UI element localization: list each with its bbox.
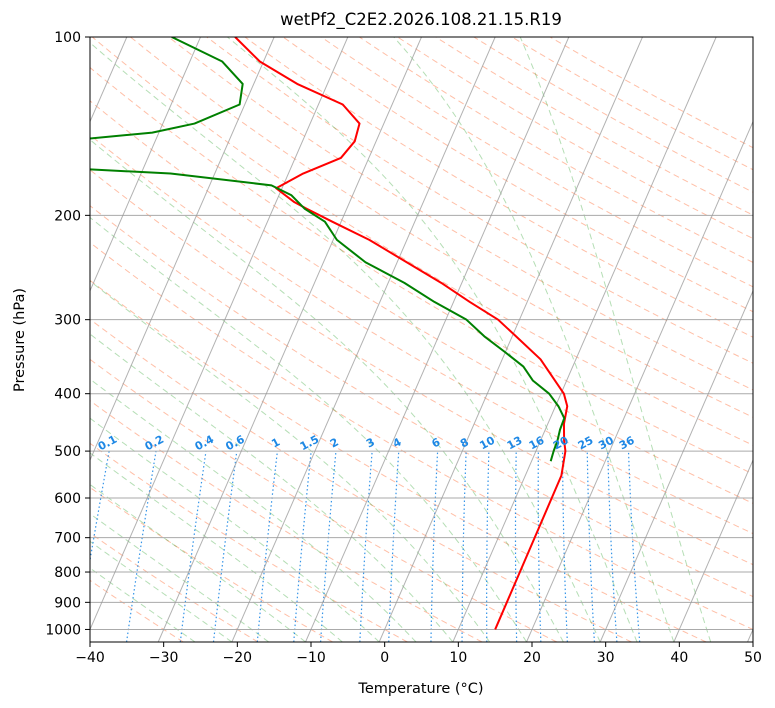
dry-adiabat	[90, 134, 753, 535]
dry-adiabat	[206, 37, 753, 364]
dry-adiabat	[90, 205, 753, 598]
mixing-ratio-line	[179, 451, 207, 642]
x-tick-label: 0	[380, 650, 389, 666]
dry-adiabat	[130, 37, 753, 418]
dry-adiabat	[90, 318, 632, 642]
dry-adiabat	[90, 66, 753, 475]
y-tick-label: 800	[54, 565, 81, 581]
x-tick-label: 50	[744, 650, 762, 666]
isotherm-line	[157, 37, 422, 642]
y-axis-title: Pressure (hPa)	[12, 288, 28, 392]
dry-adiabat	[282, 37, 753, 313]
y-tick-label: 600	[54, 491, 81, 507]
dry-adiabat	[320, 37, 753, 288]
moist-adiabat	[90, 567, 196, 642]
x-tick-label: −40	[75, 650, 105, 666]
isotherm-line	[305, 37, 570, 642]
moist-adiabat	[393, 37, 675, 642]
mixing-ratio-label: 20	[551, 434, 571, 453]
moist-adiabat	[90, 139, 564, 642]
y-tick-label: 200	[54, 208, 81, 224]
moist-adiabat	[90, 216, 527, 642]
x-axis-title: Temperature (°C)	[357, 681, 483, 697]
dry-adiabat	[90, 100, 753, 504]
mixing-ratio-line	[212, 451, 238, 642]
dry-adiabat	[90, 241, 753, 630]
dry-adiabat	[90, 358, 558, 642]
isotherm-line	[526, 120, 753, 642]
y-tick-label: 700	[54, 531, 81, 547]
y-tick-label: 1000	[45, 622, 81, 638]
mixing-ratio-label: 36	[617, 434, 637, 453]
moist-adiabat	[90, 42, 601, 642]
mixing-ratio-label: 16	[527, 434, 547, 453]
isotherm-line	[90, 37, 201, 293]
dry-adiabat	[90, 442, 408, 642]
chart-title: wetPf2_C2E2.2026.108.21.15.R19	[280, 10, 562, 30]
moist-adiabat	[90, 417, 380, 642]
isotherm-line	[378, 37, 643, 642]
x-tick-label: −30	[149, 650, 179, 666]
moist-adiabat	[519, 37, 712, 642]
x-tick-label: −20	[223, 650, 253, 666]
dry-adiabat	[90, 169, 753, 566]
moist-adiabat	[90, 333, 454, 642]
x-tick-label: −10	[296, 650, 326, 666]
mixing-ratio-line	[256, 451, 279, 642]
x-tick-label: 40	[670, 650, 688, 666]
dry-adiabat	[90, 279, 707, 642]
y-tick-label: 500	[54, 444, 81, 460]
isotherm-line	[90, 37, 275, 462]
isotherm-line	[231, 37, 496, 642]
dry-adiabat	[168, 37, 753, 391]
mixing-ratio-label: 25	[576, 434, 596, 453]
x-tick-label: 30	[597, 650, 615, 666]
mixing-ratio-label: 10	[477, 434, 497, 453]
mixing-ratio-label: 30	[596, 434, 616, 453]
dewpoint-profile-line	[90, 37, 566, 462]
mixing-ratio-line	[320, 451, 337, 642]
dry-adiabat	[90, 486, 333, 642]
temperature-profile-line	[234, 37, 569, 630]
mixing-ratio-label: 13	[505, 434, 525, 453]
y-tick-label: 400	[54, 387, 81, 403]
isotherm-line	[599, 289, 753, 642]
moist-adiabat	[90, 483, 306, 642]
isotherm-line	[673, 458, 753, 642]
y-tick-label: 100	[54, 30, 81, 46]
y-tick-label: 300	[54, 313, 81, 329]
mixing-ratio-line	[293, 451, 312, 642]
moist-adiabat	[227, 37, 638, 642]
moist-adiabat	[90, 513, 269, 642]
isotherm-line	[90, 37, 349, 631]
y-tick-label: 900	[54, 595, 81, 611]
moist-adiabat	[90, 540, 233, 642]
x-tick-label: 10	[449, 650, 467, 666]
x-tick-label: 20	[523, 650, 541, 666]
isotherm-line	[452, 37, 717, 642]
plot-frame	[89, 36, 754, 643]
